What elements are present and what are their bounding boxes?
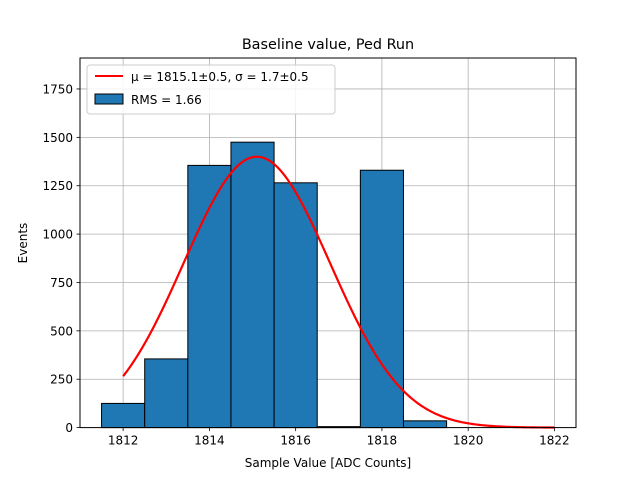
y-tick-label: 1500	[42, 131, 73, 145]
y-tick-label: 750	[50, 276, 73, 290]
histogram-bar	[101, 402, 146, 429]
histogram-bar	[187, 164, 232, 429]
legend-histogram-label: RMS = 1.66	[131, 93, 202, 107]
y-tick-label: 500	[50, 324, 73, 338]
fit-curve	[122, 155, 555, 429]
y-tick-label: 1750	[42, 82, 73, 96]
y-axis-label: Events	[16, 223, 30, 264]
plot-frame	[79, 57, 577, 429]
y-tick-label: 1250	[42, 179, 73, 193]
chart-title: Baseline value, Ped Run	[242, 37, 414, 53]
y-axis-ticks: 0 250 500 750 1000 1250 1500 1750	[42, 82, 80, 435]
y-tick-label: 250	[50, 373, 73, 387]
x-axis-ticks: 1812 1814 1816 1818 1820 1822	[108, 427, 570, 448]
legend-histogram-swatch	[94, 93, 124, 105]
y-tick-label: 1000	[42, 228, 73, 242]
histogram-bar	[144, 358, 189, 429]
x-axis-label: Sample Value [ADC Counts]	[245, 456, 411, 470]
y-tick-label: 0	[65, 421, 73, 435]
histogram-bar	[359, 169, 404, 429]
gaussian-fit	[122, 155, 555, 429]
x-tick-label: 1814	[194, 434, 225, 448]
x-tick-label: 1820	[453, 434, 484, 448]
histogram-bar	[402, 420, 448, 429]
x-tick-label: 1822	[539, 434, 570, 448]
legend: μ = 1815.1±0.5, σ = 1.7±0.5 RMS = 1.66	[86, 64, 336, 115]
histogram-bar	[230, 141, 275, 429]
x-tick-label: 1812	[108, 434, 139, 448]
legend-fit-label: μ = 1815.1±0.5, σ = 1.7±0.5	[131, 70, 309, 84]
legend-box	[86, 64, 336, 115]
x-tick-label: 1818	[367, 434, 398, 448]
x-tick-label: 1816	[280, 434, 311, 448]
histogram-bars	[101, 141, 448, 429]
histogram-bar	[273, 182, 318, 429]
